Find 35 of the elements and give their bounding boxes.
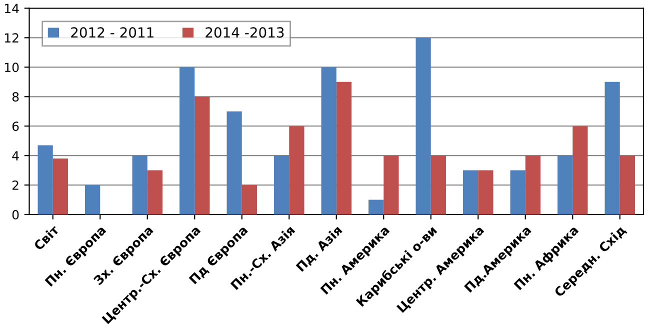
bar (368, 200, 384, 214)
bar (242, 185, 257, 214)
bar (226, 111, 242, 214)
bar (38, 145, 53, 214)
y-tick-label: 14 (4, 4, 19, 13)
bar (430, 156, 446, 214)
bar (85, 185, 100, 214)
bar (147, 170, 162, 214)
bar (194, 96, 210, 214)
bar (336, 82, 352, 214)
legend-label: 2014 -2013 (206, 27, 284, 38)
bar (180, 67, 195, 214)
bar (620, 156, 635, 214)
bar (525, 156, 540, 214)
bar (289, 126, 304, 214)
bar (274, 156, 290, 214)
bar (558, 156, 573, 214)
y-tick-label: 12 (4, 33, 18, 42)
y-tick-label: 4 (12, 151, 19, 160)
y-tick-label: 2 (12, 180, 18, 190)
bar (416, 38, 431, 214)
y-tick-label: 6 (12, 122, 19, 132)
y-tick-label: 0 (12, 210, 19, 220)
bar (52, 158, 68, 214)
bar (384, 156, 399, 214)
bar (463, 170, 478, 214)
legend-label: 2012 - 2011 (71, 27, 154, 38)
y-tick-label: 8 (12, 92, 19, 102)
bar (510, 170, 526, 214)
bar (572, 126, 588, 214)
bar (321, 67, 336, 214)
bar (478, 170, 494, 214)
bar (604, 82, 620, 214)
y-tick-label: 10 (4, 62, 19, 72)
bar (132, 156, 148, 214)
